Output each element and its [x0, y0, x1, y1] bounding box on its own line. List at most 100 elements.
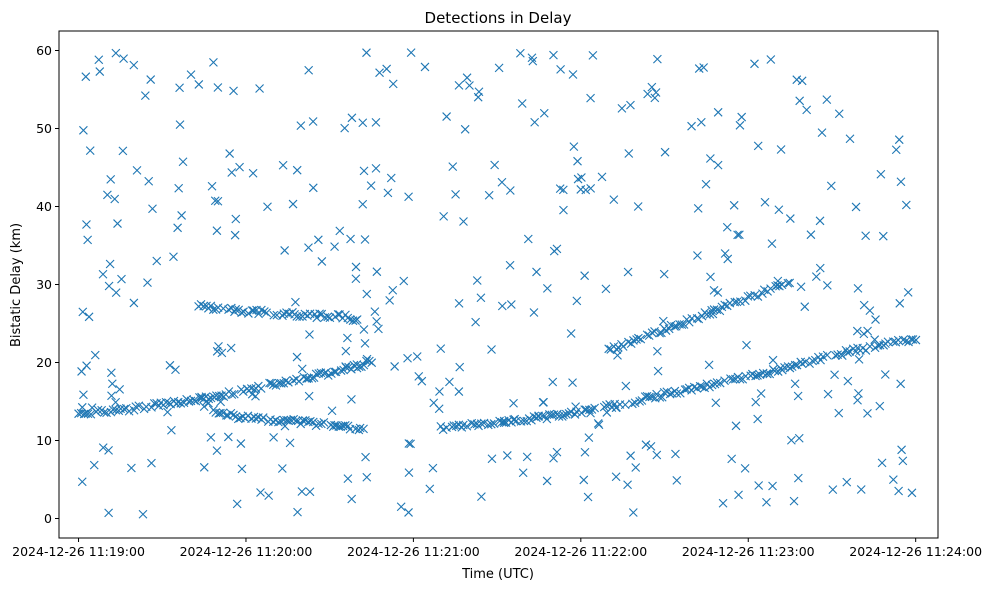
detection-marker: [465, 81, 474, 90]
detection-marker: [559, 410, 568, 420]
detection-marker: [794, 433, 804, 443]
detection-marker: [817, 128, 827, 137]
detection-marker: [239, 307, 248, 317]
detection-marker: [207, 181, 217, 191]
detection-marker: [229, 389, 239, 399]
detection-marker: [517, 99, 527, 108]
detection-marker: [83, 235, 93, 245]
detection-marker: [579, 475, 589, 485]
detection-marker: [119, 54, 128, 64]
detection-marker: [621, 381, 631, 391]
detection-marker: [636, 334, 646, 344]
detection-marker: [617, 104, 627, 113]
detection-marker: [671, 449, 680, 459]
detection-marker: [695, 381, 705, 391]
x-tick-label: 2024-12-26 11:22:00: [514, 544, 647, 559]
detection-marker: [822, 280, 832, 290]
detection-marker: [660, 147, 670, 157]
detection-marker: [360, 338, 370, 348]
detection-marker: [646, 441, 656, 451]
detection-marker: [90, 350, 100, 360]
detection-marker: [826, 181, 836, 191]
detection-marker: [822, 350, 832, 360]
detection-marker: [843, 376, 853, 386]
detection-marker: [898, 335, 908, 345]
detection-marker: [305, 416, 315, 426]
detection-marker: [497, 417, 507, 427]
detection-marker: [785, 363, 795, 373]
detection-marker: [289, 414, 299, 424]
detection-marker: [789, 496, 799, 506]
detection-marker: [451, 189, 460, 199]
detection-marker: [704, 360, 714, 370]
detection-marker: [774, 205, 784, 215]
detection-marker: [404, 439, 414, 448]
detection-marker: [255, 84, 264, 93]
detection-marker: [315, 309, 325, 319]
detection-marker: [229, 86, 238, 96]
detection-marker: [370, 307, 380, 316]
detection-marker: [436, 344, 446, 354]
detection-marker: [454, 80, 464, 90]
detection-marker: [796, 282, 806, 292]
detection-marker: [385, 295, 395, 305]
y-tick-label: 0: [44, 511, 52, 526]
detection-marker: [754, 481, 764, 490]
detection-marker: [104, 508, 114, 518]
detection-marker: [224, 305, 233, 315]
detection-marker: [733, 230, 742, 240]
detection-marker: [117, 274, 126, 284]
detection-marker: [119, 404, 129, 414]
detection-marker: [559, 205, 568, 215]
detection-marker: [335, 226, 345, 236]
detection-marker: [880, 370, 890, 379]
detection-marker: [549, 453, 558, 463]
detection-marker: [341, 346, 351, 356]
detection-marker: [786, 435, 796, 445]
detection-marker: [417, 376, 427, 386]
detection-marker: [515, 48, 525, 58]
detection-marker: [871, 315, 880, 324]
x-axis-label: Time (UTC): [461, 567, 534, 582]
detection-marker: [735, 120, 745, 130]
detection-marker: [626, 451, 635, 461]
detection-marker: [94, 55, 104, 65]
detection-marker: [751, 397, 761, 407]
detection-marker: [283, 416, 293, 425]
detection-marker: [842, 477, 852, 487]
detection-marker: [95, 67, 105, 76]
detection-marker: [853, 284, 863, 293]
detection-marker: [555, 184, 565, 194]
detection-marker: [581, 185, 591, 195]
detection-marker: [237, 464, 247, 474]
detection-marker: [572, 296, 582, 306]
detection-marker: [297, 487, 307, 496]
detection-marker: [308, 417, 318, 427]
detection-marker: [486, 419, 496, 429]
detection-marker: [697, 382, 707, 392]
detection-marker: [314, 419, 323, 429]
detection-marker: [374, 324, 383, 334]
detection-marker: [633, 202, 643, 211]
detection-marker: [692, 313, 702, 323]
detection-marker: [77, 477, 87, 487]
detection-marker: [218, 304, 228, 313]
detection-marker: [753, 371, 762, 380]
y-tick-label: 20: [36, 355, 52, 370]
detection-marker: [613, 350, 622, 360]
detection-marker: [601, 400, 611, 410]
detection-marker: [304, 243, 313, 253]
detection-marker: [233, 414, 243, 424]
detection-marker: [236, 439, 246, 448]
detection-marker: [623, 267, 633, 277]
detection-marker: [359, 360, 369, 370]
detection-marker: [713, 107, 723, 117]
detection-marker: [177, 211, 186, 220]
detection-marker: [361, 452, 370, 462]
detection-marker: [251, 414, 261, 423]
detection-marker: [439, 211, 449, 221]
detection-marker: [476, 293, 486, 303]
detection-marker: [388, 79, 398, 89]
detection-marker: [229, 410, 238, 420]
detection-marker: [635, 396, 645, 406]
